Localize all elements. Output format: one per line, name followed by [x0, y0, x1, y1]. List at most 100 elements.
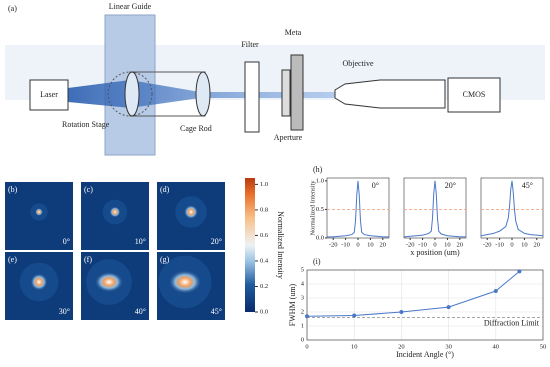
meta: [290, 54, 304, 131]
panel-label: (c): [84, 185, 93, 194]
tick-label: 0.8: [260, 206, 268, 213]
data-line: [480, 180, 544, 237]
angle-label: 20°: [211, 237, 222, 246]
x-tick-label: 30: [445, 343, 452, 350]
panel-label: (h): [313, 165, 323, 174]
x-axis-label: Incident Angle (°): [396, 350, 454, 359]
subplot-title: 20°: [445, 181, 456, 190]
x-tick-label: -10: [418, 241, 427, 248]
x-tick-label: -10: [495, 241, 504, 248]
data-point: [352, 313, 357, 318]
y-tick-label: 0: [301, 336, 304, 343]
label: Rotation Stage: [62, 120, 110, 129]
intensity-panels: (b) 0° (c) 10° (d) 20° (e) 30° (f) 40° (g) 45°: [5, 182, 225, 320]
y-tick-label: 0.0: [316, 234, 324, 241]
subplot-title: 45°: [522, 181, 533, 190]
focal-spot: [94, 271, 124, 293]
rotation-stage: [107, 71, 153, 117]
x-tick-label: 0: [433, 241, 436, 248]
colorbar-label: Normalized Intensity: [276, 211, 285, 279]
y-tick-label: 5: [301, 266, 304, 273]
tick-label: 0.6: [260, 232, 269, 239]
x-tick-label: -20: [406, 241, 415, 248]
angle-label: 0°: [63, 237, 70, 246]
x-tick-label: 20: [457, 241, 464, 248]
data-point: [446, 305, 451, 310]
plot-frame: [403, 177, 467, 239]
data-line: [403, 180, 466, 238]
angle-label: 45°: [211, 307, 222, 316]
focal-spot: [183, 204, 199, 220]
y-tick-label: 1: [301, 322, 304, 329]
y-axis-label: Normalized Intensity: [309, 180, 316, 236]
x-axis-label: x position (um): [410, 248, 460, 257]
plot-frame: [306, 269, 544, 341]
x-tick-label: 10: [351, 343, 358, 350]
focal-spot: [30, 273, 48, 291]
filter: [244, 61, 260, 133]
y-axis-label: FWHM (um): [288, 283, 297, 326]
y-tick-label: 1.0: [316, 177, 324, 184]
data-point: [399, 310, 404, 314]
x-tick-label: 20: [534, 241, 541, 248]
colorbar: Normalized Intensity 0.0 0.2 0.4 0.6 0.8 1.0: [245, 178, 285, 315]
x-tick-label: 10: [444, 241, 451, 248]
data-line: [306, 271, 520, 317]
tick-label: 1.0: [260, 181, 268, 188]
data-point: [517, 269, 522, 274]
panel-label: (g): [160, 255, 170, 264]
x-tick-label: 20: [380, 241, 387, 248]
y-tick-label: 2: [301, 308, 304, 315]
data-line: [327, 180, 389, 238]
y-tick-label: 3: [301, 294, 304, 301]
panel-label: (b): [8, 185, 18, 194]
x-tick-label: 0: [510, 241, 513, 248]
panel-label: (e): [8, 255, 17, 264]
lens: [195, 71, 211, 117]
cmos-box: [447, 77, 501, 113]
label: Linear Guide: [109, 2, 152, 11]
panel-label: (i): [313, 257, 321, 266]
label: Aperture: [274, 133, 303, 142]
x-tick-label: -20: [329, 241, 338, 248]
focal-spot: [109, 206, 121, 218]
x-tick-label: 0: [305, 343, 308, 350]
angle-label: 30°: [59, 307, 70, 316]
charts: 0.00.51.0-20 -10 0 10 200°Normalized Intensi…: [288, 165, 546, 359]
aperture: [281, 69, 291, 117]
panel-label: (a): [8, 4, 17, 13]
plot-frame: [326, 177, 390, 239]
plot-frame: [480, 177, 544, 239]
x-tick-label: 40: [493, 343, 500, 350]
panel-label: (f): [84, 255, 92, 264]
colorbar-gradient: [245, 178, 255, 312]
label: Cage Rod: [180, 124, 212, 133]
laser-box: [29, 79, 69, 111]
panel-label: (d): [160, 185, 170, 194]
lens: [124, 71, 140, 117]
x-tick-label: 10: [367, 241, 374, 248]
data-point: [493, 289, 498, 293]
label: Filter: [241, 40, 259, 49]
y-tick-label: 0.5: [316, 206, 324, 213]
x-tick-label: 10: [521, 241, 528, 248]
data-point: [305, 314, 309, 319]
label: Laser: [40, 90, 58, 99]
label: CMOS: [463, 90, 486, 99]
label: Meta: [285, 28, 302, 37]
x-tick-label: -20: [483, 241, 492, 248]
x-tick-label: -10: [341, 241, 350, 248]
tick-label: 0.4: [260, 257, 269, 264]
objective: [334, 79, 446, 109]
subplot-title: 0°: [372, 181, 379, 190]
reference-label: Diffraction Limit: [484, 318, 540, 327]
tick-label: 0.2: [260, 283, 268, 290]
x-tick-label: 50: [540, 343, 547, 350]
focal-spot: [35, 208, 43, 216]
angle-label: 10°: [135, 237, 146, 246]
setup-diagram: (a) Linear Guide Laser Rotation Stage Ca…: [5, 2, 545, 156]
focal-spot: [168, 270, 202, 294]
y-tick-label: 4: [301, 280, 305, 287]
x-tick-label: 20: [398, 343, 405, 350]
